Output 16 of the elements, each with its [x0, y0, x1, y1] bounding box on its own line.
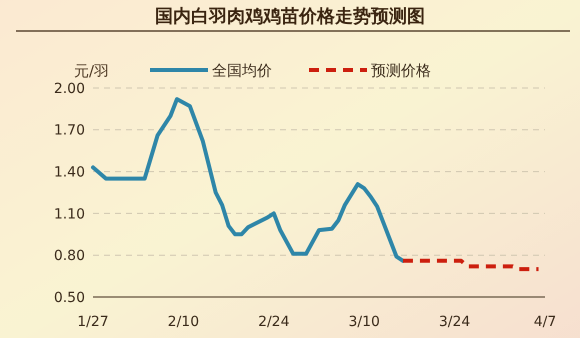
- x-tick-label: 1/27: [77, 314, 109, 330]
- x-tick-label: 4/7: [534, 314, 556, 330]
- y-tick-label: 1.70: [54, 122, 85, 139]
- y-axis-title: 元/羽: [74, 62, 110, 80]
- y-tick-label: 1.40: [54, 164, 85, 180]
- y-tick-label: 0.80: [54, 248, 85, 264]
- legend-label: 全国均价: [212, 61, 272, 80]
- y-tick-label: 2.00: [54, 80, 85, 97]
- legend-label: 预测价格: [371, 61, 431, 80]
- x-tick-label: 2/10: [168, 314, 200, 330]
- x-tick-label: 3/24: [438, 314, 470, 330]
- chart-title: 国内白羽肉鸡鸡苗价格走势预测图: [155, 6, 425, 27]
- x-tick-label: 3/10: [348, 314, 380, 330]
- y-tick-label: 1.10: [54, 206, 85, 222]
- y-tick-label: 0.50: [54, 290, 85, 306]
- x-tick-label: 2/24: [258, 314, 290, 330]
